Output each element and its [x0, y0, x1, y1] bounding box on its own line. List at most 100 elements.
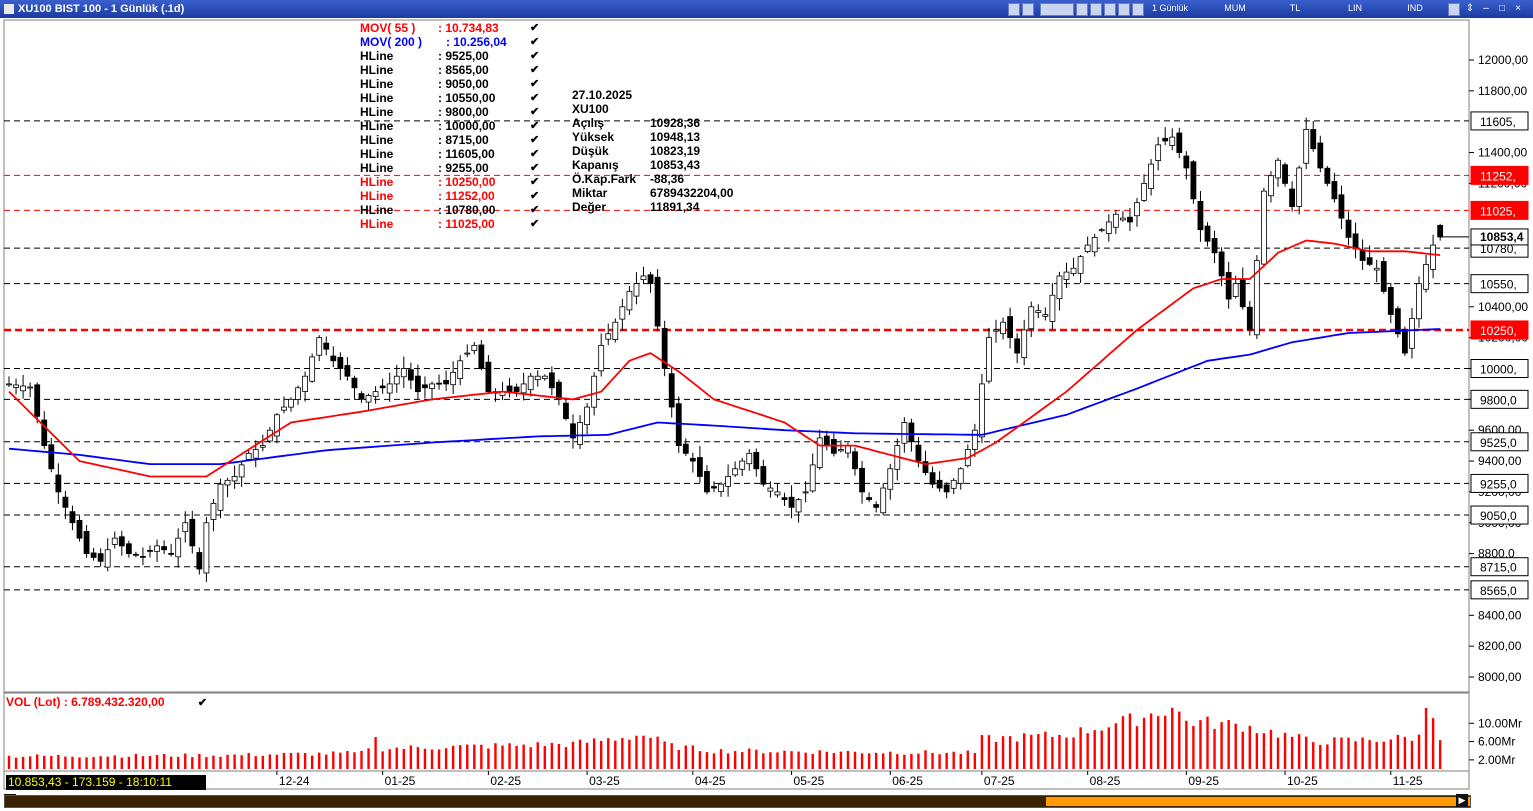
chart-style-button[interactable]: MUM [1224, 3, 1246, 13]
level-tag-label: 10780, [1480, 242, 1517, 256]
hline-check-icon[interactable]: ✔ [530, 204, 540, 216]
volume-bar [1326, 744, 1329, 769]
candle [1098, 229, 1105, 232]
hline-check-icon[interactable]: ✔ [530, 134, 540, 146]
hline-check-icon[interactable]: ✔ [530, 148, 540, 160]
candle [13, 384, 19, 388]
close-icon[interactable]: × [1515, 3, 1521, 14]
ruler-icon[interactable] [1448, 3, 1460, 16]
volume-bar [1192, 726, 1195, 769]
candle [901, 422, 908, 444]
candle [1014, 338, 1021, 354]
scroll-right-icon[interactable]: ▶ [1456, 794, 1468, 807]
hline-check-icon[interactable]: ✔ [530, 64, 540, 76]
hline-label: HLine [360, 175, 394, 189]
scroll-thumb[interactable] [1046, 797, 1470, 806]
volume-bar [141, 756, 145, 769]
indicators-button[interactable]: IND [1407, 3, 1423, 13]
window-nav-icon[interactable]: ⇕ [1465, 3, 1475, 14]
hline-check-icon[interactable]: ✔ [530, 190, 540, 202]
y-tick-label: 9400,00 [1478, 454, 1522, 468]
candle [943, 484, 950, 493]
candle [1239, 279, 1246, 308]
y-tick-label: 10400,00 [1478, 300, 1528, 314]
y-tick-label: 8200,00 [1478, 639, 1522, 653]
candle [1056, 275, 1063, 300]
hline-check-icon[interactable]: ✔ [530, 218, 540, 230]
volume-check-icon[interactable]: ✔ [197, 697, 208, 709]
hline-check-icon[interactable]: ✔ [530, 78, 540, 90]
volume-bar [177, 756, 180, 769]
scale-button[interactable]: LIN [1347, 3, 1362, 13]
candle [1162, 137, 1169, 142]
candle [464, 352, 471, 355]
volume-bar [705, 752, 709, 769]
volume-bar [169, 756, 173, 769]
volume-bar [1241, 731, 1244, 769]
volume-bar [1086, 733, 1089, 769]
hline-check-icon[interactable]: ✔ [530, 106, 540, 118]
candle [1190, 161, 1197, 200]
candle [1437, 224, 1444, 238]
candle [556, 381, 562, 400]
drawing-tool-icon[interactable] [1022, 3, 1034, 16]
candle [76, 519, 83, 539]
level-tag-label: 8565,0 [1480, 584, 1517, 598]
volume-bar [480, 744, 483, 769]
volume-bar [1347, 737, 1350, 769]
volume-bar [1044, 731, 1047, 769]
volume-bar [684, 745, 687, 769]
candle [118, 536, 125, 547]
mov55-check-icon[interactable]: ✔ [530, 22, 540, 34]
info-label: Miktar [572, 186, 608, 200]
candle [661, 327, 668, 369]
volume-bar [444, 748, 448, 769]
hline-check-icon[interactable]: ✔ [530, 92, 540, 104]
y-tick-label: 8400,00 [1478, 608, 1522, 622]
candle [1042, 314, 1049, 317]
volume-bar [1051, 736, 1054, 769]
hline-check-icon[interactable]: ✔ [530, 120, 540, 132]
hline-legend-item: HLine: 11252,00 ✔ [360, 189, 540, 203]
price-chart[interactable]: 12000,0011800,0011400,0011200,0010400,00… [0, 18, 1533, 811]
volume-bar [867, 753, 871, 769]
zoom-icon[interactable] [1132, 3, 1144, 16]
period-button[interactable]: 1 Günlük [1151, 3, 1189, 13]
hline-check-icon[interactable]: ✔ [530, 50, 540, 62]
candle [1183, 155, 1190, 169]
volume-bar [120, 757, 123, 769]
candle [788, 496, 795, 508]
volume-bar [790, 751, 793, 769]
candle [993, 329, 999, 332]
candle [231, 476, 238, 482]
volume-bar [628, 739, 631, 769]
hline-label: HLine [360, 147, 394, 161]
volume-bar [466, 744, 469, 769]
pencil-icon[interactable] [1104, 3, 1116, 16]
candle [739, 460, 746, 470]
x-tick-label: 06-25 [892, 774, 923, 788]
hline-legend-item: HLine: 10780,00 ✔ [360, 203, 540, 217]
candle [1416, 283, 1422, 320]
window-menu-icon[interactable] [4, 4, 14, 14]
hline-check-icon[interactable]: ✔ [530, 162, 540, 174]
minimize-icon[interactable]: – [1483, 3, 1489, 14]
candle [125, 543, 132, 555]
candle [245, 452, 252, 460]
grid-icon[interactable] [1076, 3, 1088, 16]
level-tag-label: 11025, [1480, 204, 1516, 218]
trend-icon[interactable] [1090, 3, 1102, 16]
horizontal-scrollbar[interactable] [4, 795, 1471, 808]
maximize-icon[interactable]: □ [1498, 3, 1506, 14]
candle [259, 445, 266, 448]
mov200-check-icon[interactable]: ✔ [530, 36, 540, 48]
chart-tool-icon[interactable] [1008, 3, 1020, 16]
volume-legend: VOL (Lot) : 6.789.432.320,00 ✔ [6, 695, 207, 709]
currency-button[interactable]: TL [1289, 3, 1301, 13]
settings-icon[interactable] [1118, 3, 1130, 16]
candle [1275, 159, 1281, 179]
volume-bar [769, 752, 772, 769]
forward-icon[interactable] [1040, 3, 1074, 16]
hline-check-icon[interactable]: ✔ [530, 176, 540, 188]
candle [612, 321, 619, 340]
